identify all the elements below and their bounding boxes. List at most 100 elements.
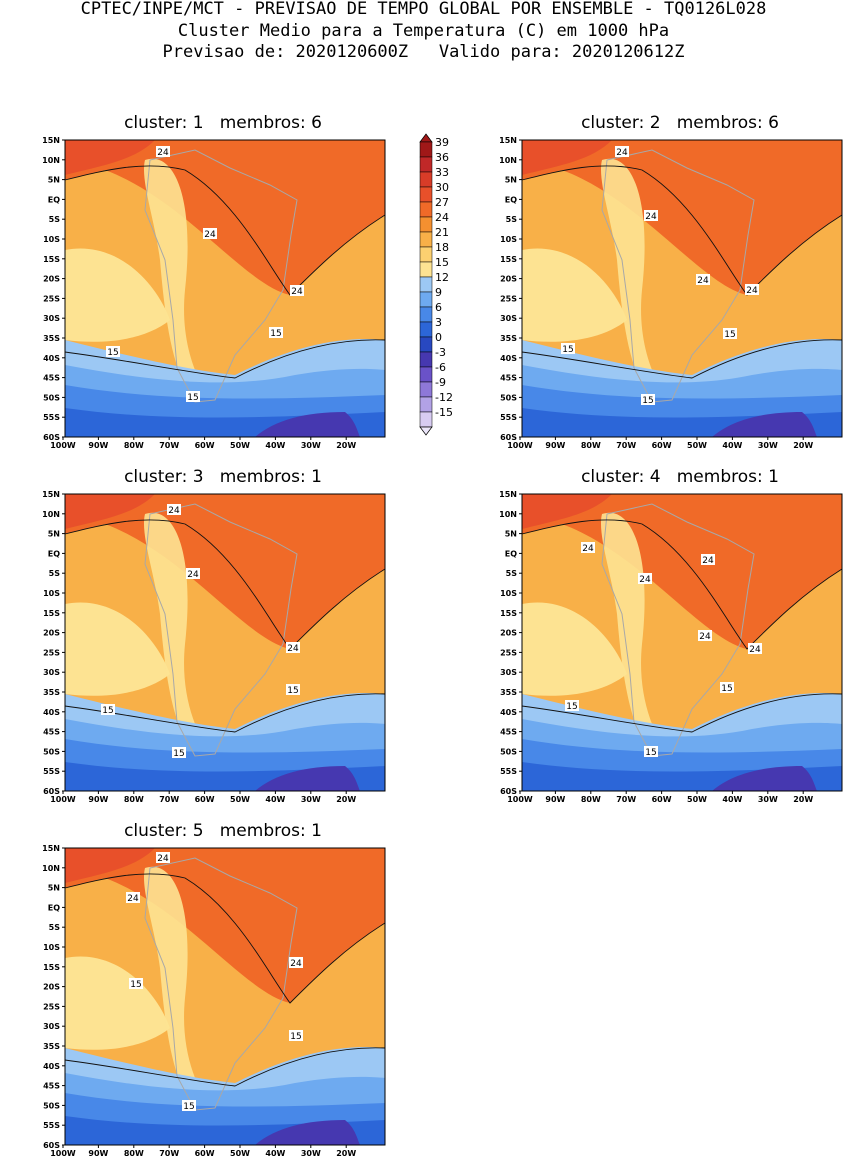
lat-tick-label: 60S: [500, 433, 517, 442]
lon-tick-label: 100W: [50, 1149, 76, 1158]
lon-tick-label: 60W: [652, 441, 672, 450]
page-title: CPTEC/INPE/MCT - PREVISAO DE TEMPO GLOBA…: [80, 0, 767, 19]
contour-label: 24: [187, 570, 199, 580]
lon-tick-label: 70W: [616, 795, 636, 804]
lon-tick-label: 80W: [124, 1149, 144, 1158]
lat-tick-label: 5S: [506, 569, 518, 578]
contour-label: 24: [616, 148, 628, 158]
lat-tick-label: 5N: [48, 530, 60, 539]
lon-tick-label: 20W: [336, 1149, 356, 1158]
page-subtitle: Cluster Medio para a Temperatura (C) em …: [177, 21, 670, 41]
contour-label: 15: [107, 348, 118, 358]
colorbar-label: 36: [435, 151, 449, 164]
lat-tick-label: 60S: [43, 433, 60, 442]
colorbar-label: 6: [435, 301, 442, 314]
lon-tick-label: 90W: [545, 795, 565, 804]
lat-tick-label: 5S: [49, 923, 61, 932]
lat-tick-label: 5S: [49, 569, 61, 578]
lat-tick-label: 10N: [499, 156, 517, 165]
lat-tick-label: 5S: [506, 215, 518, 224]
cluster-2-map: 15N 10N 5N EQ 5S 10S 15S 20S 25S 30S 35S 40S 45S 50S 5…: [499, 136, 843, 450]
contour-label: 24: [699, 632, 711, 642]
lat-tick-label: 15S: [43, 963, 60, 972]
lat-tick-label: 45S: [43, 1082, 60, 1091]
lat-tick-label: 55S: [500, 413, 517, 422]
lat-tick-label: 60S: [43, 1141, 60, 1150]
cluster-3-title: cluster: 3 membros: 1: [124, 467, 322, 487]
lon-tick-label: 20W: [793, 441, 813, 450]
lat-tick-label: 15S: [43, 609, 60, 618]
cluster-1-map: 15N 10N 5N EQ 5S 10S 15S 20S 25S 30S 35S 40S 45S 50S 5…: [42, 136, 386, 450]
lat-tick-label: 5N: [505, 176, 517, 185]
lat-tick-label: 40S: [43, 354, 60, 363]
lat-tick-label: 15N: [42, 844, 60, 853]
lat-tick-label: 5N: [48, 176, 60, 185]
lat-tick-label: 15N: [499, 136, 517, 145]
lat-tick-label: 5N: [505, 530, 517, 539]
lon-tick-label: 70W: [159, 1149, 179, 1158]
lat-tick-label: 15S: [500, 609, 517, 618]
contour-label: 15: [102, 706, 113, 716]
contour-label: 24: [157, 148, 169, 158]
lat-tick-label: 15N: [499, 490, 517, 499]
contour-label: 15: [130, 980, 141, 990]
colorbar-label: -3: [435, 346, 446, 359]
lat-tick-label: 40S: [43, 1062, 60, 1071]
lat-tick-label: 50S: [500, 393, 517, 402]
colorbar-label: 24: [435, 211, 449, 224]
lat-tick-label: 50S: [500, 747, 517, 756]
lon-tick-label: 20W: [336, 441, 356, 450]
lat-tick-label: 10N: [42, 156, 60, 165]
contour-label: 24: [697, 276, 709, 286]
contour-label: 15: [642, 396, 653, 406]
lat-tick-label: 10S: [43, 589, 60, 598]
lat-tick-label: 30S: [500, 668, 517, 677]
lon-tick-label: 100W: [507, 795, 533, 804]
lon-tick-label: 90W: [88, 1149, 108, 1158]
lat-tick-label: 5S: [49, 215, 61, 224]
cluster-3-map: 15N 10N 5N EQ 5S 10S 15S 20S 25S 30S 35S 40S 45S 50S 5…: [42, 490, 386, 804]
contour-label: 15: [562, 345, 573, 355]
lat-tick-label: 35S: [43, 334, 60, 343]
colorbar-label: 0: [435, 331, 442, 344]
lon-tick-label: 100W: [50, 795, 76, 804]
lon-tick-label: 100W: [50, 441, 76, 450]
colorbar-label: 3: [435, 316, 442, 329]
contour-label: 15: [187, 393, 198, 403]
colorbar-label: 33: [435, 166, 449, 179]
lat-tick-label: 35S: [43, 1042, 60, 1051]
lon-tick-label: 40W: [722, 795, 742, 804]
cluster-4-title: cluster: 4 membros: 1: [581, 467, 779, 487]
lon-tick-label: 30W: [758, 441, 778, 450]
lon-tick-label: 40W: [265, 441, 285, 450]
colorbar-label: 39: [435, 136, 449, 149]
lon-tick-label: 50W: [230, 441, 250, 450]
cluster-4-map: 15N 10N 5N EQ 5S 10S 15S 20S 25S 30S 35S 40S 45S 50S 5…: [499, 490, 843, 804]
lat-tick-label: 55S: [500, 767, 517, 776]
lon-tick-label: 100W: [507, 441, 533, 450]
lat-tick-label: 10N: [42, 864, 60, 873]
lat-tick-label: 35S: [500, 688, 517, 697]
lon-tick-label: 60W: [195, 441, 215, 450]
lat-tick-label: 25S: [43, 1002, 60, 1011]
lat-tick-label: 25S: [43, 294, 60, 303]
lat-tick-label: 15S: [43, 255, 60, 264]
lon-tick-label: 80W: [581, 441, 601, 450]
colorbar-label: -9: [435, 376, 446, 389]
lon-tick-label: 40W: [265, 795, 285, 804]
lat-tick-label: EQ: [505, 195, 517, 204]
lon-tick-label: 60W: [195, 1149, 215, 1158]
lat-tick-label: EQ: [48, 195, 60, 204]
lat-tick-label: 40S: [43, 708, 60, 717]
lon-tick-label: 40W: [722, 441, 742, 450]
lon-tick-label: 70W: [616, 441, 636, 450]
lat-tick-label: 20S: [43, 275, 60, 284]
colorbar-label: 21: [435, 226, 449, 239]
lat-tick-label: EQ: [48, 903, 60, 912]
colorbar-label: 30: [435, 181, 449, 194]
colorbar-label: 18: [435, 241, 449, 254]
lon-tick-label: 90W: [88, 795, 108, 804]
lat-tick-label: 45S: [500, 374, 517, 383]
cluster-5-map: 15N 10N 5N EQ 5S 10S 15S 20S 25S 30S 35S 40S 45S 50S 5…: [42, 844, 386, 1158]
